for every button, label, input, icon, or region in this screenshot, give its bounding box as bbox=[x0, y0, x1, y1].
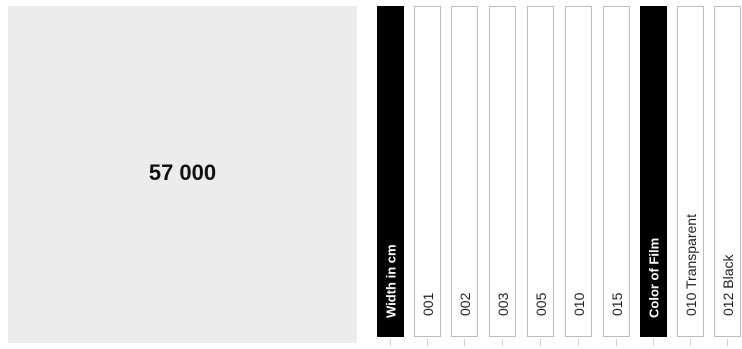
width-option-label: 003 bbox=[494, 292, 511, 316]
color-option-label: 010 Transparent bbox=[682, 214, 699, 316]
width-header-label: Width in cm bbox=[383, 244, 398, 318]
column-tick bbox=[390, 339, 391, 346]
column-tick bbox=[653, 339, 654, 346]
width-option-label: 002 bbox=[456, 292, 473, 316]
product-number: 57 000 bbox=[148, 159, 217, 185]
width-option-015[interactable]: 015 bbox=[603, 6, 630, 337]
column-tick bbox=[578, 339, 579, 346]
width-option-003[interactable]: 003 bbox=[489, 6, 516, 337]
width-option-001[interactable]: 001 bbox=[414, 6, 441, 337]
color-option-label: 012 Black bbox=[719, 254, 736, 316]
width-option-label: 005 bbox=[532, 292, 549, 316]
color-option-010-transparent[interactable]: 010 Transparent bbox=[677, 6, 704, 337]
width-option-label: 015 bbox=[608, 292, 625, 316]
product-image-placeholder: 57 000 bbox=[8, 6, 357, 343]
width-option-010[interactable]: 010 bbox=[565, 6, 592, 337]
width-option-002[interactable]: 002 bbox=[451, 6, 478, 337]
column-tick bbox=[427, 339, 428, 346]
column-tick bbox=[690, 339, 691, 346]
color-header: Color of Film bbox=[640, 6, 667, 337]
column-tick bbox=[727, 339, 728, 346]
width-option-label: 001 bbox=[419, 292, 436, 316]
column-tick bbox=[464, 339, 465, 346]
color-option-012-black[interactable]: 012 Black bbox=[714, 6, 741, 337]
column-tick bbox=[540, 339, 541, 346]
width-option-label: 010 bbox=[570, 292, 587, 316]
column-tick bbox=[502, 339, 503, 346]
width-option-005[interactable]: 005 bbox=[527, 6, 554, 337]
width-header: Width in cm bbox=[377, 6, 404, 337]
color-header-label: Color of Film bbox=[646, 237, 661, 318]
column-tick bbox=[616, 339, 617, 346]
